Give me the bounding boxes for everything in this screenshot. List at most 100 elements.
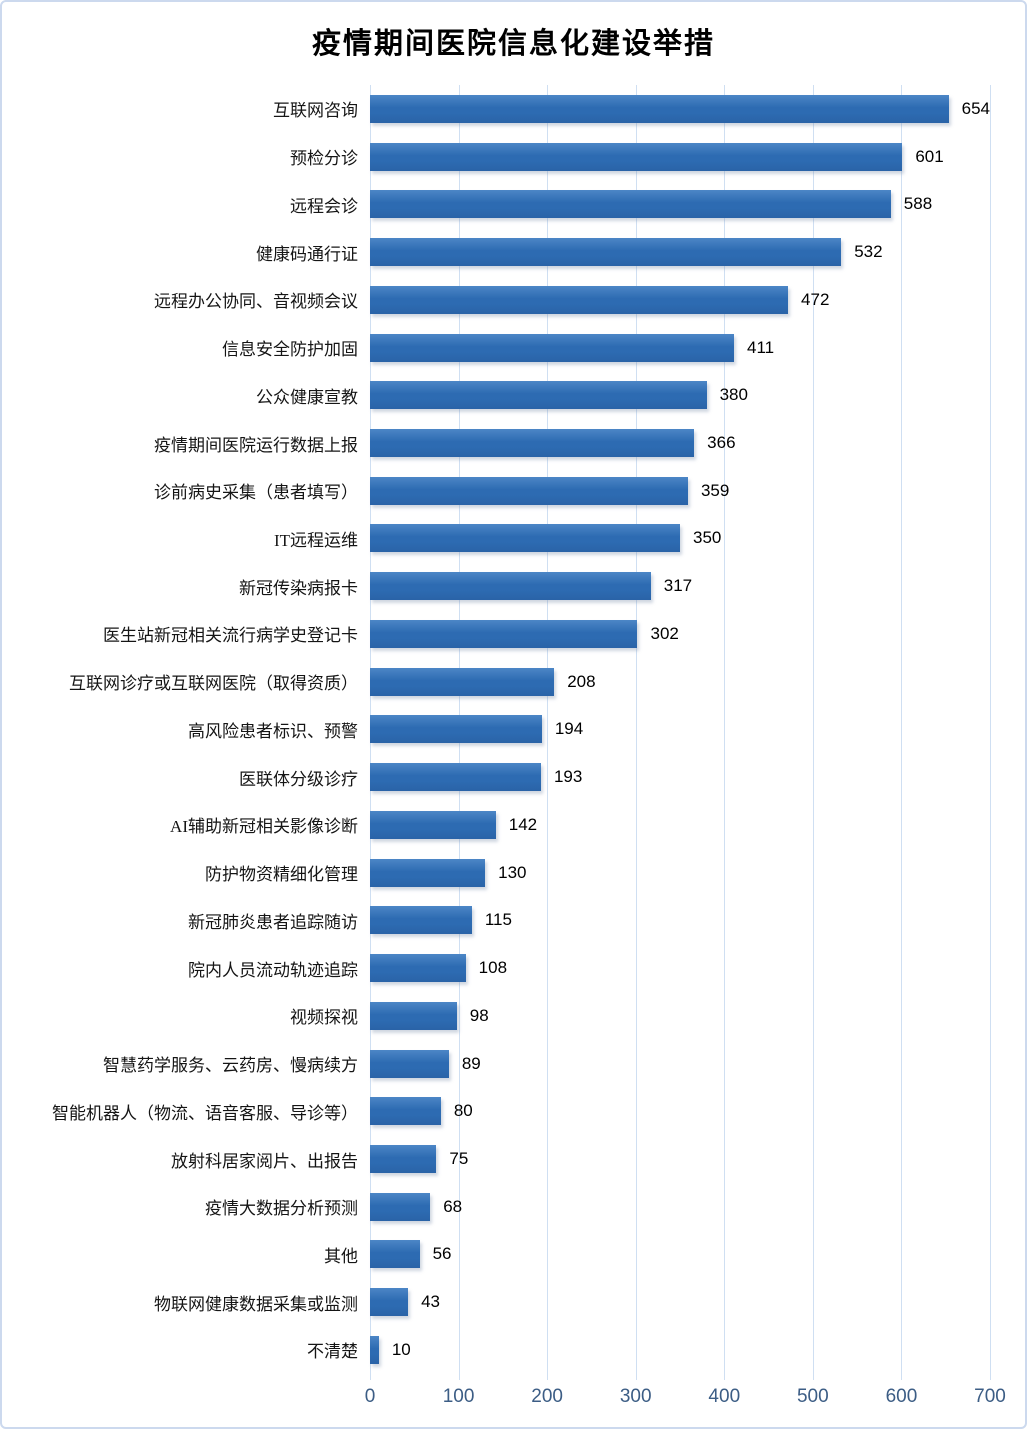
value-label: 654 [961, 98, 990, 118]
bar [370, 333, 735, 362]
category-label: 健康码通行证 [256, 244, 358, 264]
category-label: 不清楚 [307, 1342, 358, 1362]
bar-area: 588 [370, 180, 990, 228]
category-label: IT远程运维 [273, 530, 358, 550]
value-label: 194 [554, 719, 584, 739]
bar [370, 1049, 449, 1078]
chart-row: 健康码通行证 532 [2, 228, 990, 276]
chart-row: 互联网诊疗或互联网医院（取得资质） 208 [2, 658, 990, 706]
bar [370, 954, 466, 983]
value-label: 115 [484, 910, 512, 930]
value-label: 472 [801, 289, 830, 309]
gridline [547, 85, 549, 1374]
value-label: 411 [747, 337, 775, 357]
bar-area: 350 [370, 515, 990, 563]
value-label: 80 [453, 1101, 473, 1121]
chart-row: 新冠肺炎患者追踪随访 115 [2, 896, 990, 944]
chart-row: AI辅助新冠相关影像诊断 142 [2, 801, 990, 849]
x-axis: 0 100 200 300 400 500 600 700 [365, 1380, 1006, 1414]
value-label: 193 [553, 767, 583, 787]
axis-tick-mark [458, 1374, 460, 1380]
x-axis-tick-label: 200 [531, 1386, 563, 1407]
bar-area: 380 [370, 371, 990, 419]
category-label: 视频探视 [290, 1008, 358, 1028]
axis-tick-mark [901, 1374, 903, 1380]
bar [370, 1192, 431, 1221]
x-axis-tick-label: 300 [619, 1386, 652, 1407]
category-label: 新冠传染病报卡 [239, 578, 358, 598]
x-axis-tick-label: 600 [885, 1386, 918, 1407]
bar-area: 193 [370, 753, 990, 801]
chart-row: 物联网健康数据采集或监测 43 [2, 1278, 990, 1326]
chart-title: 疫情期间医院信息化建设举措 [311, 28, 715, 60]
chart-row: 医联体分级诊疗 193 [2, 753, 990, 801]
value-label: 366 [707, 433, 736, 452]
category-label: 远程办公协同、音视频会议 [154, 292, 358, 312]
axis-tick-mark [812, 1374, 814, 1380]
bar-area: 68 [370, 1183, 990, 1231]
chart-row: 医生站新冠相关流行病学史登记卡 302 [2, 610, 990, 658]
category-label: 医联体分级诊疗 [239, 769, 358, 789]
axis-tick-mark [724, 1374, 726, 1380]
chart-row: 公众健康宣教 380 [2, 371, 990, 419]
category-label: 医生站新冠相关流行病学史登记卡 [103, 626, 358, 646]
bar [370, 524, 680, 553]
chart-row: 疫情大数据分析预测 68 [2, 1183, 990, 1231]
category-label: 预检分诊 [290, 149, 358, 169]
bar-area: 411 [370, 324, 990, 372]
category-label: 远程会诊 [290, 196, 358, 216]
value-label: 350 [693, 528, 722, 548]
bar-area: 98 [370, 992, 990, 1040]
bar-area: 472 [370, 276, 990, 324]
value-label: 10 [391, 1339, 411, 1359]
chart-row: 新冠传染病报卡 317 [2, 562, 990, 610]
value-label: 68 [443, 1196, 463, 1216]
chart-row: 放射科居家阅片、出报告 75 [2, 1135, 990, 1183]
category-label: 公众健康宣教 [256, 387, 358, 407]
value-label: 532 [854, 242, 883, 262]
bar-area: 130 [370, 849, 990, 897]
value-label: 98 [469, 1005, 489, 1025]
x-axis-tick-label: 100 [442, 1386, 475, 1407]
category-label: AI辅助新冠相关影像诊断 [170, 817, 358, 837]
category-label: 院内人员流动轨迹追踪 [188, 960, 358, 980]
bar [370, 238, 842, 267]
chart-row: 预检分诊 601 [2, 133, 990, 181]
bar [370, 476, 688, 505]
gridline [990, 85, 991, 1374]
bar-area: 317 [370, 562, 990, 610]
bar [370, 906, 472, 935]
gridline [812, 85, 814, 1374]
category-label: 放射科居家阅片、出报告 [171, 1151, 358, 1171]
bar [370, 1097, 441, 1126]
gridline [635, 85, 637, 1374]
bar-area: 43 [370, 1278, 990, 1326]
chart-rows: 互联网咨询 654 预检分诊 601 远程会诊 588 健康码通行证 532 远… [2, 85, 990, 1374]
chart-row: 远程会诊 588 [2, 180, 990, 228]
axis-tick-mark [547, 1374, 549, 1380]
category-label: 疫情期间医院运行数据上报 [154, 435, 358, 455]
bar-area: 601 [370, 133, 990, 181]
bar [370, 1288, 409, 1317]
value-label: 208 [567, 671, 596, 691]
x-axis-tick-label: 400 [708, 1386, 741, 1407]
bar-area: 75 [370, 1135, 990, 1183]
bar [370, 190, 891, 219]
chart-row: 信息安全防护加固 411 [2, 324, 990, 372]
bar [370, 667, 555, 696]
axis-tick-mark [635, 1374, 637, 1380]
value-label: 108 [478, 958, 508, 978]
category-label: 疫情大数据分析预测 [205, 1199, 358, 1219]
bar-area: 108 [370, 944, 990, 992]
chart-row: 疫情期间医院运行数据上报 366 [2, 419, 990, 467]
category-label: 防护物资精细化管理 [205, 865, 358, 885]
gridline [901, 85, 903, 1374]
bar-area: 56 [370, 1231, 990, 1279]
axis-tick-mark [990, 1374, 991, 1380]
category-label: 高风险患者标识、预警 [188, 721, 358, 741]
value-label: 130 [498, 862, 527, 882]
category-label: 诊前病史采集（患者填写） [154, 483, 358, 503]
bar [370, 715, 542, 744]
bar [370, 572, 651, 601]
